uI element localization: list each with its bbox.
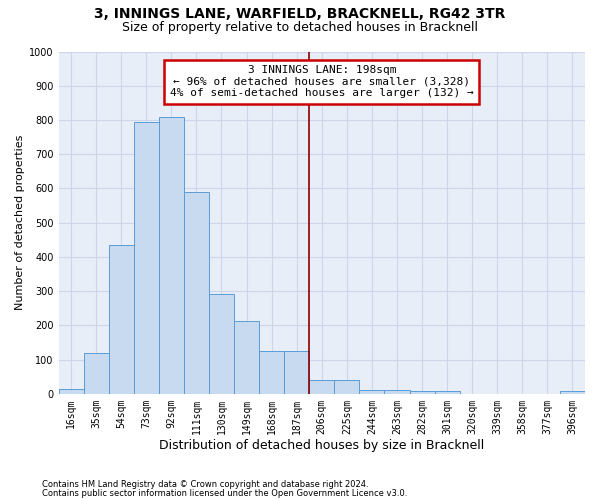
Bar xyxy=(209,294,234,394)
Text: Contains public sector information licensed under the Open Government Licence v3: Contains public sector information licen… xyxy=(42,488,407,498)
Bar xyxy=(234,322,259,394)
Bar xyxy=(434,391,460,394)
Text: Size of property relative to detached houses in Bracknell: Size of property relative to detached ho… xyxy=(122,21,478,34)
Y-axis label: Number of detached properties: Number of detached properties xyxy=(15,135,25,310)
Bar xyxy=(83,353,109,394)
Bar xyxy=(359,390,385,394)
Bar xyxy=(134,122,159,394)
Bar xyxy=(59,388,83,394)
Bar xyxy=(109,245,134,394)
Bar xyxy=(284,351,309,394)
X-axis label: Distribution of detached houses by size in Bracknell: Distribution of detached houses by size … xyxy=(159,440,484,452)
Bar xyxy=(309,380,334,394)
Bar xyxy=(159,117,184,394)
Text: 3 INNINGS LANE: 198sqm
← 96% of detached houses are smaller (3,328)
4% of semi-d: 3 INNINGS LANE: 198sqm ← 96% of detached… xyxy=(170,65,473,98)
Bar xyxy=(410,391,434,394)
Bar xyxy=(184,192,209,394)
Bar xyxy=(334,380,359,394)
Bar xyxy=(259,351,284,394)
Text: 3, INNINGS LANE, WARFIELD, BRACKNELL, RG42 3TR: 3, INNINGS LANE, WARFIELD, BRACKNELL, RG… xyxy=(94,8,506,22)
Text: Contains HM Land Registry data © Crown copyright and database right 2024.: Contains HM Land Registry data © Crown c… xyxy=(42,480,368,489)
Bar xyxy=(385,390,410,394)
Bar xyxy=(560,391,585,394)
